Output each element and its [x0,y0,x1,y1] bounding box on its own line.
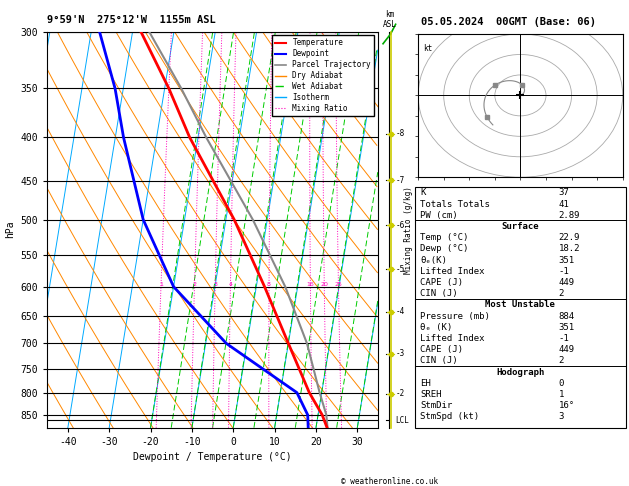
Text: 449: 449 [559,345,574,354]
Text: θₑ (K): θₑ (K) [420,323,452,332]
Text: Hodograph: Hodograph [496,367,545,377]
Text: 1: 1 [559,390,564,399]
Text: 2: 2 [559,289,564,298]
Text: -3: -3 [396,349,405,358]
Text: km
ASL: km ASL [382,10,396,29]
Text: CIN (J): CIN (J) [420,356,458,365]
Text: 2: 2 [192,282,196,287]
Text: SREH: SREH [420,390,442,399]
Text: K: K [420,189,425,197]
Text: LCL: LCL [396,416,409,425]
Text: -2: -2 [396,389,405,398]
Text: 0: 0 [559,379,564,388]
Text: 25: 25 [335,282,342,287]
Text: Most Unstable: Most Unstable [486,300,555,310]
Text: 1: 1 [159,282,163,287]
Text: 22.9: 22.9 [559,233,580,242]
Text: 2.89: 2.89 [559,211,580,220]
Text: 3: 3 [559,412,564,421]
Text: Surface: Surface [501,222,539,231]
Text: CAPE (J): CAPE (J) [420,278,463,287]
Text: StmDir: StmDir [420,401,452,410]
Text: -6: -6 [396,221,405,230]
Text: 351: 351 [559,323,574,332]
Text: Pressure (mb): Pressure (mb) [420,312,490,321]
Text: 37: 37 [559,189,569,197]
Text: StmSpd (kt): StmSpd (kt) [420,412,479,421]
Text: Temp (°C): Temp (°C) [420,233,469,242]
Text: 884: 884 [559,312,574,321]
Text: 8: 8 [267,282,271,287]
Text: CAPE (J): CAPE (J) [420,345,463,354]
Text: 05.05.2024  00GMT (Base: 06): 05.05.2024 00GMT (Base: 06) [421,17,596,27]
Legend: Temperature, Dewpoint, Parcel Trajectory, Dry Adiabat, Wet Adiabat, Isotherm, Mi: Temperature, Dewpoint, Parcel Trajectory… [272,35,374,116]
Text: 2: 2 [559,356,564,365]
Text: 16: 16 [306,282,314,287]
Text: © weatheronline.co.uk: © weatheronline.co.uk [342,477,438,486]
Text: 18.2: 18.2 [559,244,580,253]
Text: -8: -8 [396,129,405,139]
Text: 41: 41 [559,200,569,208]
Text: 9°59'N  275°12'W  1155m ASL: 9°59'N 275°12'W 1155m ASL [47,15,216,25]
Text: -5: -5 [396,264,405,274]
Text: 449: 449 [559,278,574,287]
Text: -7: -7 [396,175,405,185]
Text: Mixing Ratio (g/kg): Mixing Ratio (g/kg) [404,186,413,274]
Text: 351: 351 [559,256,574,264]
Text: -4: -4 [396,307,405,316]
Text: Lifted Index: Lifted Index [420,334,484,343]
Text: -1: -1 [559,334,569,343]
X-axis label: Dewpoint / Temperature (°C): Dewpoint / Temperature (°C) [133,452,292,462]
Text: Dewp (°C): Dewp (°C) [420,244,469,253]
Text: Lifted Index: Lifted Index [420,267,484,276]
Text: 20: 20 [320,282,328,287]
Text: EH: EH [420,379,431,388]
Text: PW (cm): PW (cm) [420,211,458,220]
Text: 16°: 16° [559,401,574,410]
Text: 3: 3 [213,282,217,287]
Text: -1: -1 [559,267,569,276]
Text: kt: kt [423,44,433,53]
Y-axis label: hPa: hPa [5,221,15,239]
Text: Totals Totals: Totals Totals [420,200,490,208]
Text: CIN (J): CIN (J) [420,289,458,298]
Text: 4: 4 [228,282,232,287]
Text: θₑ(K): θₑ(K) [420,256,447,264]
